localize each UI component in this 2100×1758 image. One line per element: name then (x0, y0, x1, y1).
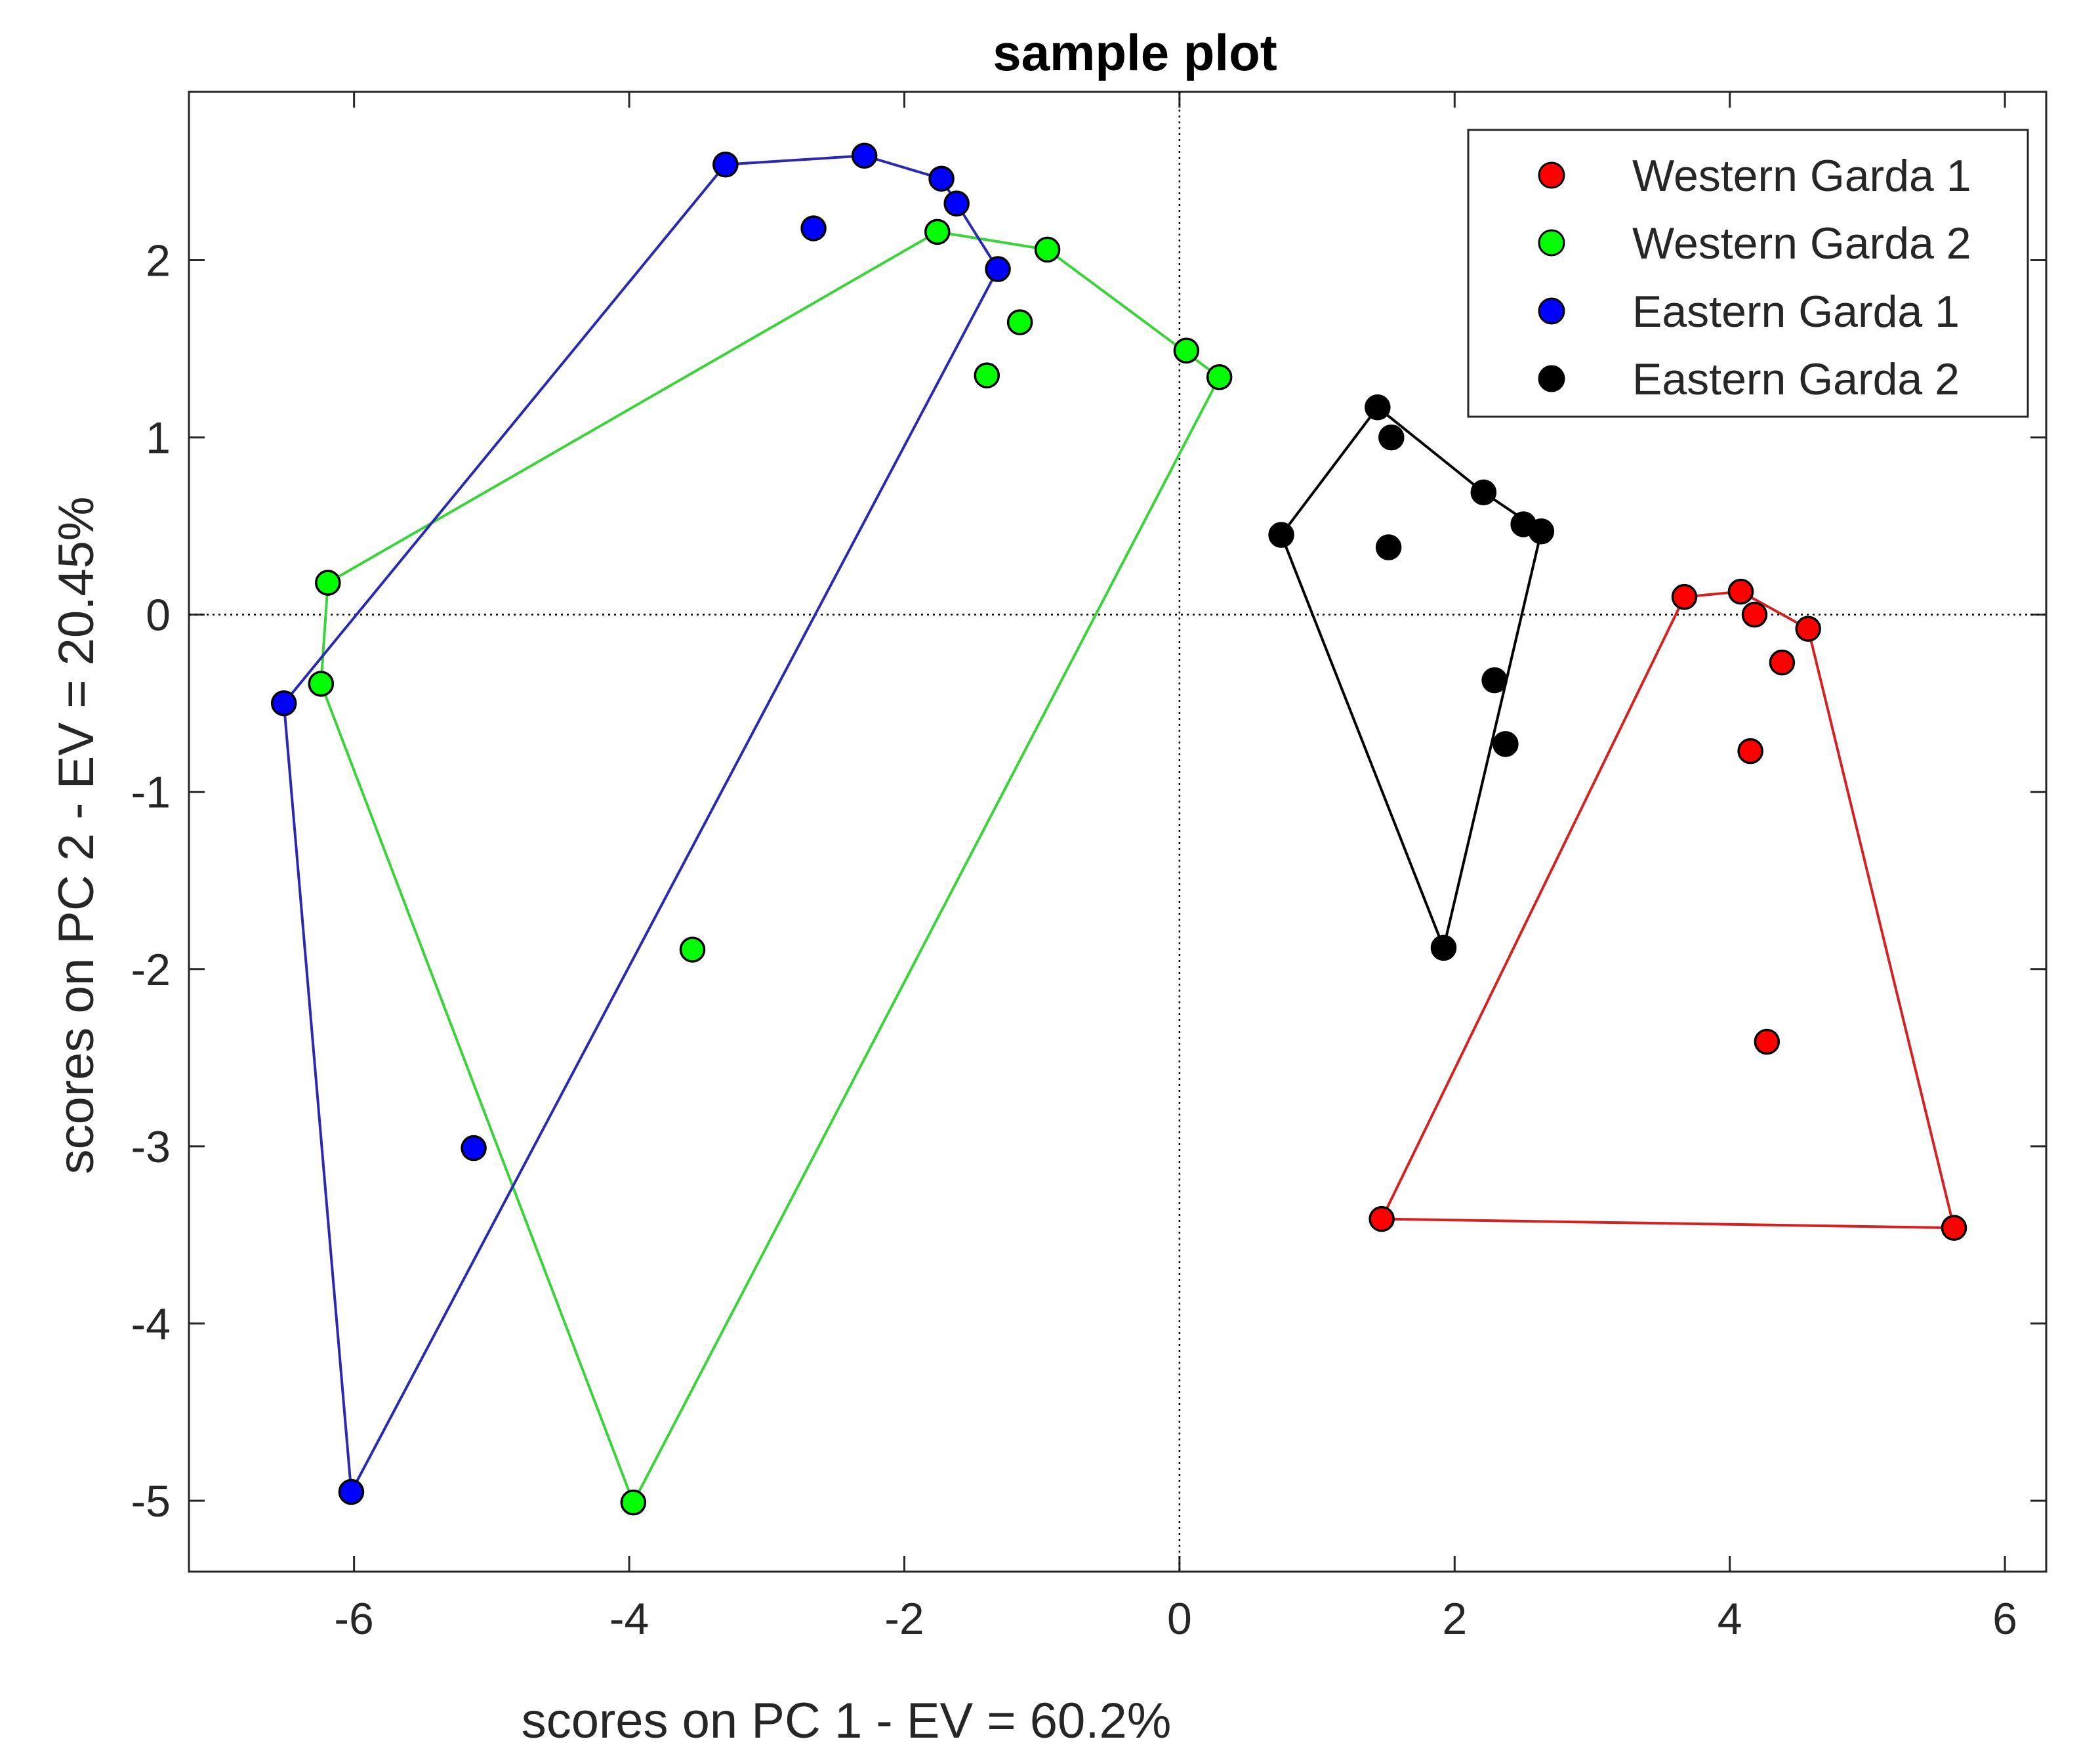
point-western-garda-2 (620, 1489, 647, 1516)
point-eastern-garda-1 (338, 1478, 365, 1505)
hull-western-garda-1 (1379, 590, 1956, 1230)
legend-marker-eastern-garda-1 (1538, 297, 1565, 325)
point-western-garda-1 (1727, 578, 1754, 605)
legend: Western Garda 1 Western Garda 2 Eastern … (1467, 129, 2029, 418)
chart-title: sample plot (993, 24, 1277, 81)
x-tick-label: 0 (1167, 1594, 1192, 1644)
point-eastern-garda-2 (1375, 534, 1402, 560)
y-tick-label: -1 (131, 768, 171, 818)
point-eastern-garda-1 (270, 690, 297, 717)
point-western-garda-1 (1754, 1028, 1781, 1055)
point-eastern-garda-2 (1365, 394, 1391, 421)
point-eastern-garda-2 (1493, 731, 1519, 757)
point-eastern-garda-2 (1470, 479, 1497, 506)
point-eastern-garda-2 (1430, 934, 1457, 961)
x-tick-label: -6 (334, 1594, 373, 1644)
point-western-garda-2 (308, 671, 335, 697)
legend-label-eastern-garda-1: Eastern Garda 1 (1632, 287, 1960, 337)
point-western-garda-1 (1737, 738, 1763, 764)
point-western-garda-1 (1741, 601, 1768, 628)
point-eastern-garda-1 (851, 142, 878, 169)
legend-label-western-garda-2: Western Garda 2 (1632, 219, 1971, 268)
point-western-garda-2 (924, 219, 951, 245)
point-western-garda-2 (679, 936, 706, 963)
data-points (270, 142, 1967, 1516)
x-tick-label: 6 (1992, 1594, 2017, 1644)
point-western-garda-2 (1206, 364, 1233, 390)
point-eastern-garda-2 (1378, 424, 1405, 451)
point-western-garda-1 (1795, 616, 1821, 642)
point-western-garda-2 (315, 570, 341, 596)
y-axis-label: scores on PC 2 - EV = 20.45% (49, 497, 104, 1175)
point-western-garda-2 (1006, 309, 1033, 335)
x-tick-label: 4 (1718, 1594, 1742, 1644)
legend-label-eastern-garda-2: Eastern Garda 2 (1632, 354, 1960, 404)
point-western-garda-2 (1173, 337, 1200, 364)
point-western-garda-1 (1369, 1205, 1395, 1232)
point-eastern-garda-2 (1268, 522, 1294, 548)
x-tick-label: -2 (884, 1594, 924, 1644)
y-tick-label: -2 (131, 945, 171, 995)
legend-label-western-garda-1: Western Garda 1 (1632, 151, 1971, 201)
hull-eastern-garda-2 (1279, 405, 1543, 953)
point-western-garda-1 (1769, 649, 1796, 676)
point-western-garda-2 (974, 362, 1000, 388)
y-tick-label: 1 (146, 413, 171, 463)
point-eastern-garda-1 (461, 1135, 487, 1162)
y-tick-label: 0 (146, 591, 171, 640)
legend-marker-western-garda-2 (1538, 229, 1565, 257)
point-eastern-garda-2 (1481, 667, 1508, 694)
x-tick-label: 2 (1442, 1594, 1467, 1644)
legend-marker-western-garda-1 (1538, 161, 1565, 189)
y-tick-label: -5 (131, 1476, 171, 1526)
y-tick-label: -4 (131, 1299, 171, 1349)
point-eastern-garda-1 (800, 215, 827, 241)
point-eastern-garda-2 (1528, 518, 1555, 545)
y-tick-label: 2 (146, 236, 171, 286)
point-eastern-garda-1 (928, 165, 955, 192)
hull-eastern-garda-1 (282, 154, 1000, 1497)
point-western-garda-1 (1941, 1215, 1967, 1241)
x-axis-label: scores on PC 1 - EV = 60.2% (522, 1693, 1172, 1749)
y-tick-label: -3 (131, 1122, 171, 1172)
point-eastern-garda-1 (943, 190, 970, 217)
x-tick-label: -4 (609, 1594, 649, 1644)
legend-marker-eastern-garda-2 (1538, 365, 1565, 392)
point-eastern-garda-1 (985, 256, 1011, 282)
point-eastern-garda-1 (712, 151, 739, 178)
point-western-garda-1 (1671, 583, 1698, 610)
zero-reference-lines (189, 92, 2046, 1572)
point-western-garda-2 (1034, 236, 1061, 263)
tick-labels: -6 -4 -2 0 2 4 6 -5 -4 -3 -2 -1 0 1 2 (131, 236, 2017, 1644)
